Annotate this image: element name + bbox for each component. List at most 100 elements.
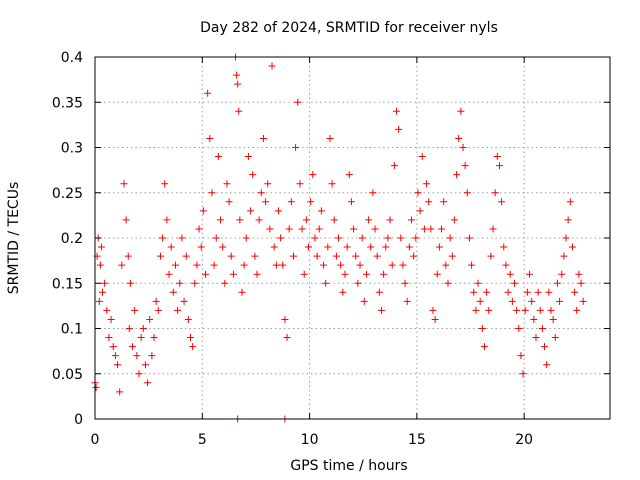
data-point <box>169 288 177 296</box>
data-point <box>356 261 364 269</box>
data-point <box>294 98 302 106</box>
data-point <box>163 216 171 224</box>
data-point <box>450 216 458 224</box>
data-point <box>498 198 506 206</box>
data-point <box>326 134 334 142</box>
data-point <box>506 270 514 278</box>
data-point <box>289 252 297 260</box>
data-point <box>560 252 568 260</box>
data-point <box>403 297 411 305</box>
data-point <box>107 315 115 323</box>
data-point <box>414 189 422 197</box>
data-point <box>556 297 564 305</box>
data-point <box>285 225 293 233</box>
data-point <box>227 252 235 260</box>
data-point <box>274 207 282 215</box>
data-point <box>324 243 332 251</box>
data-point <box>251 252 259 260</box>
data-point <box>380 270 388 278</box>
data-point <box>457 107 465 115</box>
data-point <box>154 306 162 314</box>
data-point <box>272 261 280 269</box>
data-point <box>219 243 227 251</box>
data-point <box>103 306 111 314</box>
data-point <box>483 288 491 296</box>
data-point <box>236 216 244 224</box>
data-point <box>182 252 190 260</box>
data-point <box>343 243 351 251</box>
data-point <box>197 243 205 251</box>
data-point <box>242 234 250 242</box>
data-point <box>433 270 441 278</box>
grid-lines <box>95 57 610 419</box>
data-point <box>465 234 473 242</box>
data-point <box>528 297 536 305</box>
data-point <box>399 261 407 269</box>
data-point <box>148 352 156 360</box>
data-point <box>547 306 555 314</box>
data-point <box>328 180 336 188</box>
data-point <box>212 234 220 242</box>
data-point <box>109 343 117 351</box>
data-point <box>332 252 340 260</box>
data-point <box>135 370 143 378</box>
data-point <box>412 234 420 242</box>
data-point <box>579 297 587 305</box>
data-point <box>233 71 241 79</box>
data-point <box>386 216 394 224</box>
data-point <box>491 189 499 197</box>
data-point <box>255 216 263 224</box>
data-point <box>392 107 400 115</box>
data-point <box>152 297 160 305</box>
data-point <box>189 343 197 351</box>
data-point <box>180 297 188 305</box>
data-point <box>416 207 424 215</box>
data-point <box>126 279 134 287</box>
data-point <box>423 180 431 188</box>
x-tick-label: 5 <box>198 432 207 448</box>
data-point <box>480 343 488 351</box>
data-point <box>553 279 561 287</box>
data-point <box>369 189 377 197</box>
y-tick-label: 0.25 <box>52 186 83 202</box>
x-tick-label: 0 <box>91 432 100 448</box>
data-point <box>335 234 343 242</box>
data-point <box>95 297 103 305</box>
data-point <box>313 252 321 260</box>
data-point <box>111 352 119 360</box>
data-point <box>354 279 362 287</box>
data-point <box>365 216 373 224</box>
data-point <box>500 243 508 251</box>
data-point <box>566 198 574 206</box>
data-point <box>543 361 551 369</box>
data-point <box>315 225 323 233</box>
data-point <box>174 306 182 314</box>
data-point <box>195 225 203 233</box>
data-point <box>470 288 478 296</box>
data-point <box>253 270 261 278</box>
data-point <box>571 288 579 296</box>
y-tick-label: 0 <box>74 412 83 428</box>
data-point <box>511 279 519 287</box>
data-point <box>208 189 216 197</box>
data-point <box>534 288 542 296</box>
data-point <box>133 352 141 360</box>
data-point <box>478 325 486 332</box>
data-point <box>298 225 306 233</box>
data-point <box>382 243 390 251</box>
data-point <box>235 107 243 115</box>
data-point <box>116 388 124 396</box>
data-point <box>562 234 570 242</box>
data-point <box>262 198 270 206</box>
data-point <box>532 334 540 342</box>
data-point <box>513 306 521 314</box>
data-point <box>446 234 454 242</box>
data-point <box>339 288 347 296</box>
data-point <box>150 334 158 342</box>
data-point <box>202 270 210 278</box>
y-tick-label: 0.4 <box>61 50 83 66</box>
data-point <box>178 234 186 242</box>
data-point <box>214 153 222 161</box>
x-tick-label: 20 <box>515 432 533 448</box>
